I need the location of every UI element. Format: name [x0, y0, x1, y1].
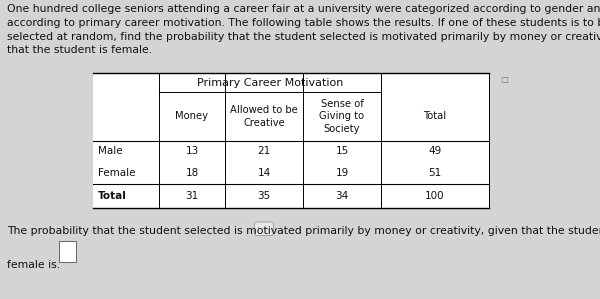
- Bar: [59, 241, 76, 262]
- Text: Female: Female: [98, 168, 136, 178]
- Text: Sense of
Giving to
Society: Sense of Giving to Society: [319, 99, 365, 134]
- Text: 19: 19: [335, 168, 349, 178]
- Text: 15: 15: [335, 146, 349, 156]
- Text: 31: 31: [185, 191, 199, 201]
- Text: 34: 34: [335, 191, 349, 201]
- Text: Money: Money: [176, 111, 209, 121]
- Text: Primary Career Motivation: Primary Career Motivation: [197, 78, 343, 88]
- Text: 51: 51: [428, 168, 442, 178]
- Text: □: □: [500, 75, 508, 84]
- Text: 14: 14: [257, 168, 271, 178]
- Text: · · ·: · · ·: [257, 224, 271, 233]
- Text: Male: Male: [98, 146, 122, 156]
- Text: 13: 13: [185, 146, 199, 156]
- Text: The probability that the student selected is motivated primarily by money or cre: The probability that the student selecte…: [7, 226, 600, 236]
- Text: Allowed to be
Creative: Allowed to be Creative: [230, 105, 298, 127]
- Text: 21: 21: [257, 146, 271, 156]
- Text: female is.: female is.: [7, 260, 61, 270]
- Text: 35: 35: [257, 191, 271, 201]
- Text: One hundred college seniors attending a career fair at a university were categor: One hundred college seniors attending a …: [7, 4, 600, 55]
- Text: Total: Total: [98, 191, 127, 201]
- Text: Total: Total: [424, 111, 446, 121]
- Text: 100: 100: [425, 191, 445, 201]
- Text: 49: 49: [428, 146, 442, 156]
- Text: 18: 18: [185, 168, 199, 178]
